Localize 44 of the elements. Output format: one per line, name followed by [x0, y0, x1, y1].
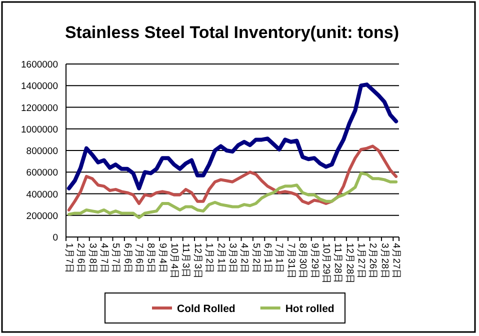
x-tick-label: 8月30日 [297, 243, 308, 279]
line-series [67, 172, 398, 220]
x-tick-label: 3月3日 [226, 243, 238, 274]
x-tick-label: 2月26日 [367, 243, 378, 279]
x-tick-label: 4月27日 [390, 243, 402, 279]
x-tick-label: 8月5日 [145, 243, 156, 274]
x-tick-label: 1月7日 [63, 243, 74, 274]
y-tick-label: 1200000 [21, 102, 58, 114]
y-tick-label: 1600000 [21, 60, 58, 70]
x-tick-label: 1月2日 [204, 243, 215, 274]
y-tick-label: 1400000 [21, 81, 58, 92]
x-tick-label: 7月31日 [285, 243, 296, 279]
x-tick-label: 7月6日 [134, 243, 145, 274]
y-tick-label: 0 [52, 232, 58, 244]
y-tick-label: 200000 [26, 210, 58, 222]
x-tick-label: 6月1日 [262, 243, 274, 274]
x-tick-label: 5月7日 [110, 243, 122, 274]
legend-label: Hot rolled [285, 303, 334, 315]
x-tick-label: 4月7日 [98, 243, 110, 274]
x-tick-label: 6月6日 [122, 243, 133, 274]
x-tick-label: 10月4日 [168, 243, 180, 279]
y-tick-label: 600000 [26, 168, 58, 179]
x-tick-label: 2月1日 [215, 243, 226, 274]
chart-title: Stainless Steel Total Inventory(unit: tons) [64, 23, 400, 42]
x-tick-label: 1月27日 [356, 243, 367, 279]
x-tick-label: 11月3日 [180, 243, 192, 278]
x-tick-label: 12月28日 [344, 243, 355, 284]
line-series [66, 82, 398, 190]
x-tick-label: 3月28日 [378, 243, 390, 279]
x-tick-label: 11月28日 [332, 243, 344, 284]
x-tick-label: 9月29日 [308, 243, 320, 279]
y-tick-label: 800000 [26, 146, 58, 157]
x-tick-label: 3月8日 [86, 243, 98, 274]
x-tick-label: 12月3日 [192, 243, 203, 279]
x-tick-label: 4月2日 [238, 243, 250, 274]
legend-label: Cold Rolled [177, 303, 236, 315]
x-tick-label: 10月29日 [320, 243, 332, 284]
x-tick-label: 5月2日 [250, 243, 262, 274]
x-tick-label: 9月4日 [156, 243, 168, 274]
x-tick-label: 2月6日 [75, 243, 86, 274]
line-series [67, 144, 398, 212]
y-tick-label: 1000000 [21, 124, 58, 136]
x-tick-label: 7月1日 [274, 243, 285, 274]
y-tick-label: 400000 [26, 189, 58, 200]
